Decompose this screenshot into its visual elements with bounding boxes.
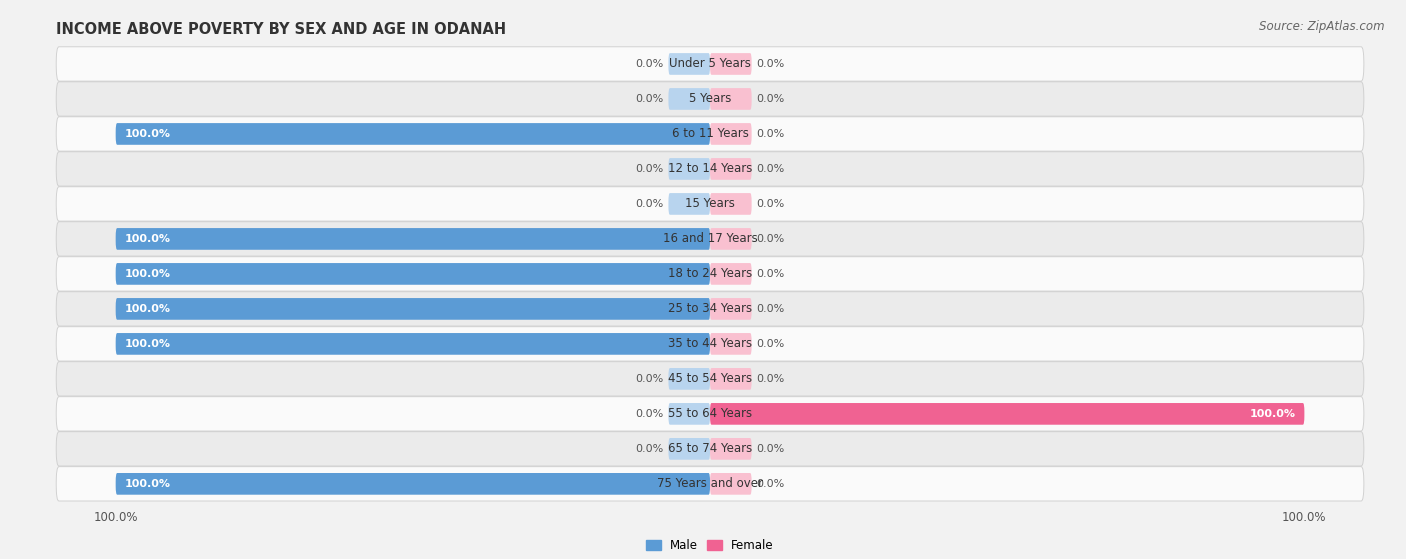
Text: 0.0%: 0.0% xyxy=(756,304,785,314)
Text: 0.0%: 0.0% xyxy=(756,269,785,279)
Text: 0.0%: 0.0% xyxy=(756,339,785,349)
Text: 0.0%: 0.0% xyxy=(756,59,785,69)
FancyBboxPatch shape xyxy=(56,257,1364,291)
FancyBboxPatch shape xyxy=(710,228,752,250)
Text: 0.0%: 0.0% xyxy=(756,444,785,454)
Text: 55 to 64 Years: 55 to 64 Years xyxy=(668,408,752,420)
FancyBboxPatch shape xyxy=(668,193,710,215)
Text: 0.0%: 0.0% xyxy=(756,164,785,174)
Text: 0.0%: 0.0% xyxy=(756,94,785,104)
FancyBboxPatch shape xyxy=(710,53,752,75)
Text: 0.0%: 0.0% xyxy=(756,129,785,139)
Text: 0.0%: 0.0% xyxy=(636,94,664,104)
Text: 100.0%: 100.0% xyxy=(1250,409,1295,419)
FancyBboxPatch shape xyxy=(115,263,710,285)
FancyBboxPatch shape xyxy=(668,403,710,425)
Text: 65 to 74 Years: 65 to 74 Years xyxy=(668,442,752,456)
Text: Under 5 Years: Under 5 Years xyxy=(669,58,751,70)
Legend: Male, Female: Male, Female xyxy=(641,534,779,557)
FancyBboxPatch shape xyxy=(668,158,710,180)
FancyBboxPatch shape xyxy=(710,263,752,285)
Text: 12 to 14 Years: 12 to 14 Years xyxy=(668,163,752,176)
FancyBboxPatch shape xyxy=(115,123,710,145)
FancyBboxPatch shape xyxy=(710,438,752,459)
Text: 5 Years: 5 Years xyxy=(689,92,731,106)
Text: 0.0%: 0.0% xyxy=(636,199,664,209)
Text: 0.0%: 0.0% xyxy=(636,164,664,174)
FancyBboxPatch shape xyxy=(56,222,1364,256)
Text: 25 to 34 Years: 25 to 34 Years xyxy=(668,302,752,315)
FancyBboxPatch shape xyxy=(56,432,1364,466)
Text: 75 Years and over: 75 Years and over xyxy=(657,477,763,490)
FancyBboxPatch shape xyxy=(710,403,1305,425)
Text: 100.0%: 100.0% xyxy=(125,234,170,244)
Text: 100.0%: 100.0% xyxy=(125,269,170,279)
Text: 35 to 44 Years: 35 to 44 Years xyxy=(668,338,752,350)
FancyBboxPatch shape xyxy=(56,117,1364,151)
FancyBboxPatch shape xyxy=(710,88,752,110)
Text: 100.0%: 100.0% xyxy=(125,339,170,349)
FancyBboxPatch shape xyxy=(56,362,1364,396)
FancyBboxPatch shape xyxy=(56,327,1364,361)
Text: Source: ZipAtlas.com: Source: ZipAtlas.com xyxy=(1260,20,1385,32)
Text: 100.0%: 100.0% xyxy=(125,304,170,314)
FancyBboxPatch shape xyxy=(668,368,710,390)
FancyBboxPatch shape xyxy=(710,368,752,390)
FancyBboxPatch shape xyxy=(56,187,1364,221)
Text: 0.0%: 0.0% xyxy=(756,374,785,384)
Text: 0.0%: 0.0% xyxy=(756,234,785,244)
Text: 0.0%: 0.0% xyxy=(756,199,785,209)
FancyBboxPatch shape xyxy=(56,152,1364,186)
FancyBboxPatch shape xyxy=(668,53,710,75)
FancyBboxPatch shape xyxy=(710,158,752,180)
FancyBboxPatch shape xyxy=(710,193,752,215)
Text: 6 to 11 Years: 6 to 11 Years xyxy=(672,127,748,140)
FancyBboxPatch shape xyxy=(56,397,1364,431)
Text: 16 and 17 Years: 16 and 17 Years xyxy=(662,233,758,245)
FancyBboxPatch shape xyxy=(710,473,752,495)
Text: 0.0%: 0.0% xyxy=(756,479,785,489)
FancyBboxPatch shape xyxy=(56,47,1364,81)
FancyBboxPatch shape xyxy=(668,88,710,110)
FancyBboxPatch shape xyxy=(668,438,710,459)
FancyBboxPatch shape xyxy=(115,228,710,250)
Text: 18 to 24 Years: 18 to 24 Years xyxy=(668,267,752,281)
Text: 0.0%: 0.0% xyxy=(636,374,664,384)
Text: 0.0%: 0.0% xyxy=(636,59,664,69)
FancyBboxPatch shape xyxy=(56,467,1364,501)
FancyBboxPatch shape xyxy=(56,292,1364,326)
FancyBboxPatch shape xyxy=(115,298,710,320)
FancyBboxPatch shape xyxy=(710,123,752,145)
FancyBboxPatch shape xyxy=(710,298,752,320)
FancyBboxPatch shape xyxy=(115,473,710,495)
Text: INCOME ABOVE POVERTY BY SEX AND AGE IN ODANAH: INCOME ABOVE POVERTY BY SEX AND AGE IN O… xyxy=(56,22,506,36)
Text: 0.0%: 0.0% xyxy=(636,409,664,419)
Text: 100.0%: 100.0% xyxy=(125,129,170,139)
FancyBboxPatch shape xyxy=(710,333,752,355)
Text: 100.0%: 100.0% xyxy=(125,479,170,489)
FancyBboxPatch shape xyxy=(115,333,710,355)
Text: 45 to 54 Years: 45 to 54 Years xyxy=(668,372,752,385)
Text: 0.0%: 0.0% xyxy=(636,444,664,454)
Text: 15 Years: 15 Years xyxy=(685,197,735,210)
FancyBboxPatch shape xyxy=(56,82,1364,116)
